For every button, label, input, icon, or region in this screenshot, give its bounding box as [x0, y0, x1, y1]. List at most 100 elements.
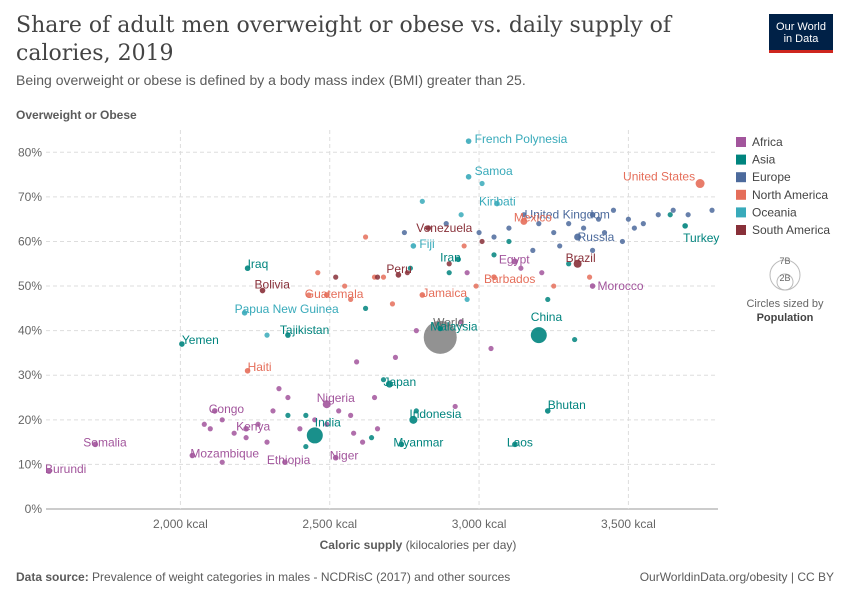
data-point: [458, 212, 464, 218]
data-point: [380, 377, 387, 383]
point-label: Kenya: [236, 420, 270, 434]
data-point: [464, 296, 470, 303]
data-point: [285, 332, 291, 338]
x-tick-label: 2,000 kcal: [153, 517, 208, 531]
x-axis-label-main: Caloric supply: [320, 538, 403, 552]
y-tick-label: 20%: [18, 413, 42, 427]
data-point: [333, 274, 339, 280]
data-point: [46, 468, 52, 474]
y-tick-label: 30%: [18, 368, 42, 382]
point-label: United Kingdom: [525, 208, 610, 222]
point-label: Malaysia: [430, 319, 478, 333]
legend-swatch: [736, 137, 746, 147]
size-legend-caption: Circles sized by: [746, 298, 824, 310]
point-label: Brazil: [566, 251, 596, 265]
legend-swatch: [736, 207, 746, 218]
data-point: [574, 233, 582, 241]
data-point: [506, 238, 512, 245]
point-label: United States: [623, 170, 695, 184]
data-point: [589, 283, 596, 289]
data-point: [446, 270, 452, 276]
data-point: [521, 212, 527, 218]
data-point: [619, 238, 626, 245]
data-point: [407, 265, 413, 271]
point-label: Indonesia: [409, 407, 461, 421]
data-point: [530, 327, 547, 344]
data-point: [410, 243, 417, 249]
legend-label: Asia: [752, 153, 776, 167]
point-label: French Polynesia: [475, 132, 568, 146]
point-label: Somalia: [83, 435, 127, 449]
data-point: [404, 270, 410, 276]
data-point: [455, 256, 461, 263]
point-label: Haiti: [248, 360, 272, 374]
legend-swatch: [736, 189, 746, 200]
data-point: [491, 234, 497, 240]
data-point: [610, 207, 617, 213]
data-point: [511, 258, 518, 265]
legend-label: Europe: [752, 170, 791, 184]
data-point: [380, 274, 387, 280]
data-point: [276, 386, 282, 392]
data-point: [530, 247, 536, 253]
data-point: [409, 415, 418, 424]
footer-link[interactable]: OurWorldinData.org/obesity | CC BY: [639, 570, 834, 584]
data-point: [476, 229, 482, 236]
y-axis-ticks: 0% 10% 20% 30% 40% 50% 60% 70% 80%: [18, 145, 42, 516]
point-label: Tajikistan: [280, 323, 329, 337]
data-point: [518, 265, 524, 271]
data-point: [243, 435, 249, 441]
data-point: [682, 223, 688, 229]
point-label: Japan: [383, 375, 416, 389]
data-point: [551, 283, 557, 289]
data-point: [419, 292, 426, 298]
point-label: Venezuela: [416, 221, 472, 235]
footer-source-text[interactable]: Prevalence of weight categories in males…: [92, 570, 511, 584]
y-tick-label: 50%: [18, 279, 42, 293]
legend-label: South America: [752, 223, 830, 237]
x-axis-label-unit: (kilocalories per day): [406, 538, 517, 552]
size-legend-small-label: 2B: [779, 273, 790, 283]
x-tick-label: 2,500 kcal: [302, 517, 357, 531]
data-point: [297, 426, 303, 432]
point-label: India: [315, 415, 341, 429]
point-label: Mozambique: [190, 446, 259, 460]
data-point: [348, 412, 354, 418]
footer-source-label: Data source:: [16, 570, 89, 584]
data-point: [545, 296, 551, 303]
data-point: [324, 421, 330, 427]
data-point: [572, 336, 578, 343]
data-point: [255, 421, 261, 427]
data-point: [264, 332, 270, 338]
data-point: [211, 408, 218, 414]
point-label: Congo: [209, 402, 245, 416]
data-point: [374, 274, 381, 280]
y-tick-label: 40%: [18, 324, 42, 338]
point-label: Ethiopia: [267, 453, 311, 467]
data-point: [259, 287, 266, 294]
size-legend-caption-bold: Population: [757, 312, 814, 324]
data-point: [479, 180, 485, 187]
data-point: [306, 292, 312, 298]
data-point: [348, 296, 354, 303]
data-point: [479, 238, 485, 245]
data-point: [336, 408, 342, 414]
point-label: Russia: [578, 230, 615, 244]
data-point: [219, 417, 225, 423]
data-point: [189, 452, 196, 459]
y-axis-label: Overweight or Obese: [16, 108, 137, 122]
data-point: [586, 274, 593, 280]
data-point: [625, 216, 632, 222]
data-point: [201, 421, 207, 427]
point-label: Myanmar: [393, 435, 443, 449]
owid-logo[interactable]: Our World in Data: [769, 14, 833, 53]
data-point: [446, 261, 452, 267]
data-point: [413, 408, 419, 414]
data-point: [285, 412, 291, 418]
legend-label: Africa: [752, 135, 783, 149]
data-point: [655, 212, 661, 218]
data-point: [354, 359, 360, 365]
data-point: [231, 430, 237, 436]
data-point: [264, 439, 270, 445]
data-point: [589, 247, 596, 253]
